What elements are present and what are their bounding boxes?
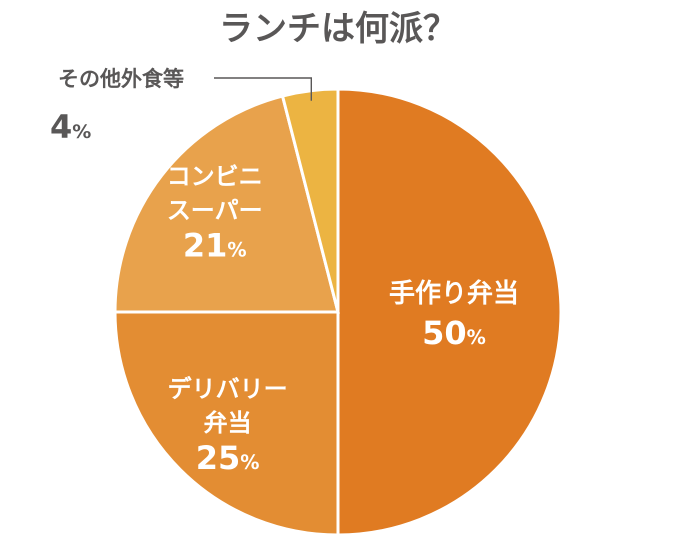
pie-slices (113, 87, 563, 537)
pie-slice-1 (113, 310, 340, 537)
slice-name-3: その他外食等 (58, 67, 184, 91)
slice-name-2: スーパー (167, 197, 263, 225)
slice-name-2: コンビニ (167, 163, 263, 191)
chart-title: ランチは何派？ (219, 9, 457, 49)
slice-unit-3: % (72, 121, 91, 143)
slice-label-3: 4% (50, 108, 91, 146)
slice-unit-0: % (467, 326, 486, 349)
slice-label-1: デリバリー弁当 25% (168, 375, 288, 477)
pie-slice-0 (336, 87, 563, 537)
leader-line-3 (214, 77, 312, 101)
slice-label-2: コンビニスーパー 21% (167, 163, 263, 265)
pie-slice-2 (113, 94, 340, 314)
slice-value-3: 4 (50, 108, 72, 146)
slice-unit-2: % (227, 239, 246, 262)
slice-unit-1: % (240, 451, 259, 474)
slice-value-0: 50 (422, 314, 467, 352)
slice-name-1: 弁当 (204, 409, 252, 437)
slice-name-1: デリバリー (168, 375, 288, 403)
pie-slice-3 (280, 87, 340, 313)
slice-value-2: 21 (183, 227, 228, 265)
slice-name-0: 手作り弁当 (389, 278, 519, 309)
slice-label-0: 手作り弁当 50% (389, 278, 519, 352)
slice-value-1: 25 (196, 439, 241, 477)
